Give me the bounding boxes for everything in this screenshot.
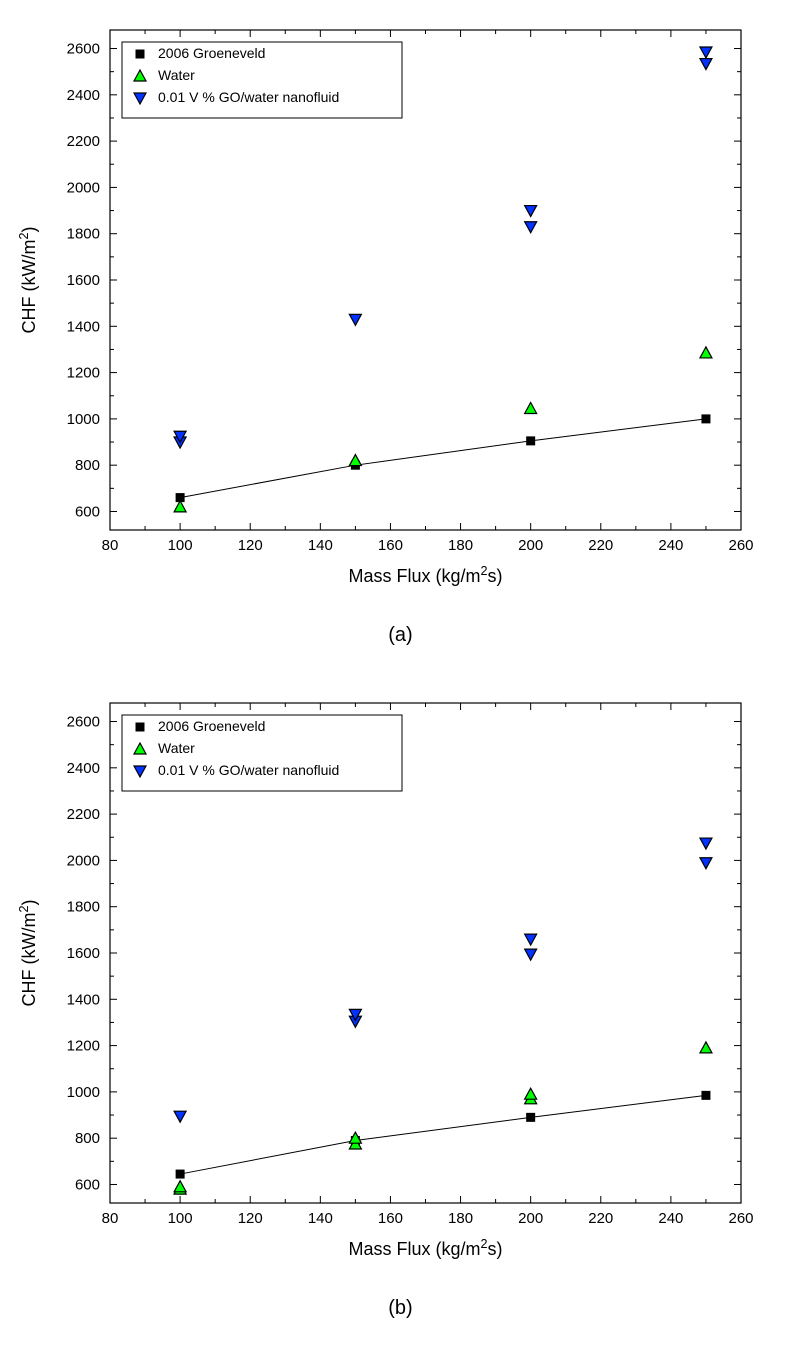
svg-text:1400: 1400 [67, 318, 100, 335]
svg-text:2600: 2600 [67, 714, 100, 731]
svg-text:1000: 1000 [67, 411, 100, 428]
svg-text:1000: 1000 [67, 1084, 100, 1101]
svg-text:2600: 2600 [67, 41, 100, 58]
svg-text:1200: 1200 [67, 365, 100, 382]
svg-text:800: 800 [75, 457, 100, 474]
svg-text:180: 180 [448, 1210, 473, 1227]
svg-text:600: 600 [75, 503, 100, 520]
chart-panel-b: 80 100 120 140 160 180 200 220 240 260 600 800 1000 1… [0, 673, 801, 1283]
svg-text:180: 180 [448, 537, 473, 554]
svg-text:2200: 2200 [67, 806, 100, 823]
svg-text:1800: 1800 [67, 899, 100, 916]
svg-text:2006 Groeneveld: 2006 Groeneveld [158, 718, 265, 734]
chart-panel-a: 80 100 120 140 160 180 200 220 240 260 600 800 1000 1… [0, 0, 801, 610]
panel-b-wrap: 80 100 120 140 160 180 200 220 240 260 600 800 1000 1… [0, 673, 801, 1346]
svg-text:1800: 1800 [67, 226, 100, 243]
svg-text:0.01 V % GO/water nanofluid: 0.01 V % GO/water nanofluid [158, 762, 339, 778]
svg-text:600: 600 [75, 1176, 100, 1193]
svg-text:2000: 2000 [67, 179, 100, 196]
svg-text:260: 260 [728, 537, 753, 554]
svg-text:2200: 2200 [67, 133, 100, 150]
svg-text:CHF (kW/m2): CHF (kW/m2) [17, 227, 39, 334]
svg-text:0.01 V % GO/water nanofluid: 0.01 V % GO/water nanofluid [158, 89, 339, 105]
svg-text:200: 200 [518, 537, 543, 554]
svg-text:220: 220 [588, 1210, 613, 1227]
svg-text:160: 160 [378, 1210, 403, 1227]
svg-text:CHF (kW/m2): CHF (kW/m2) [17, 900, 39, 1007]
svg-text:Water: Water [158, 67, 195, 83]
svg-text:240: 240 [658, 537, 683, 554]
svg-text:2400: 2400 [67, 87, 100, 104]
svg-text:2006 Groeneveld: 2006 Groeneveld [158, 45, 265, 61]
svg-text:240: 240 [658, 1210, 683, 1227]
panel-a-caption: (a) [388, 624, 412, 647]
svg-text:2400: 2400 [67, 760, 100, 777]
svg-text:120: 120 [238, 1210, 263, 1227]
svg-text:1600: 1600 [67, 272, 100, 289]
svg-text:260: 260 [728, 1210, 753, 1227]
panel-b-caption: (b) [388, 1297, 412, 1320]
svg-text:Water: Water [158, 740, 195, 756]
panel-a-wrap: 80 100 120 140 160 180 200 220 240 260 600 800 1000 1… [0, 0, 801, 673]
svg-text:Mass Flux (kg/m2s): Mass Flux (kg/m2s) [348, 1237, 502, 1259]
svg-text:100: 100 [168, 1210, 193, 1227]
chf-figure: 80 100 120 140 160 180 200 220 240 260 600 800 1000 1… [0, 0, 801, 1346]
svg-text:1400: 1400 [67, 991, 100, 1008]
svg-text:2000: 2000 [67, 852, 100, 869]
svg-text:1200: 1200 [67, 1038, 100, 1055]
svg-text:80: 80 [102, 537, 119, 554]
svg-text:800: 800 [75, 1130, 100, 1147]
svg-text:80: 80 [102, 1210, 119, 1227]
svg-text:220: 220 [588, 537, 613, 554]
svg-text:140: 140 [308, 537, 333, 554]
svg-text:160: 160 [378, 537, 403, 554]
svg-text:120: 120 [238, 537, 263, 554]
svg-text:1600: 1600 [67, 945, 100, 962]
svg-text:100: 100 [168, 537, 193, 554]
svg-text:Mass Flux (kg/m2s): Mass Flux (kg/m2s) [348, 564, 502, 586]
svg-text:200: 200 [518, 1210, 543, 1227]
svg-text:140: 140 [308, 1210, 333, 1227]
